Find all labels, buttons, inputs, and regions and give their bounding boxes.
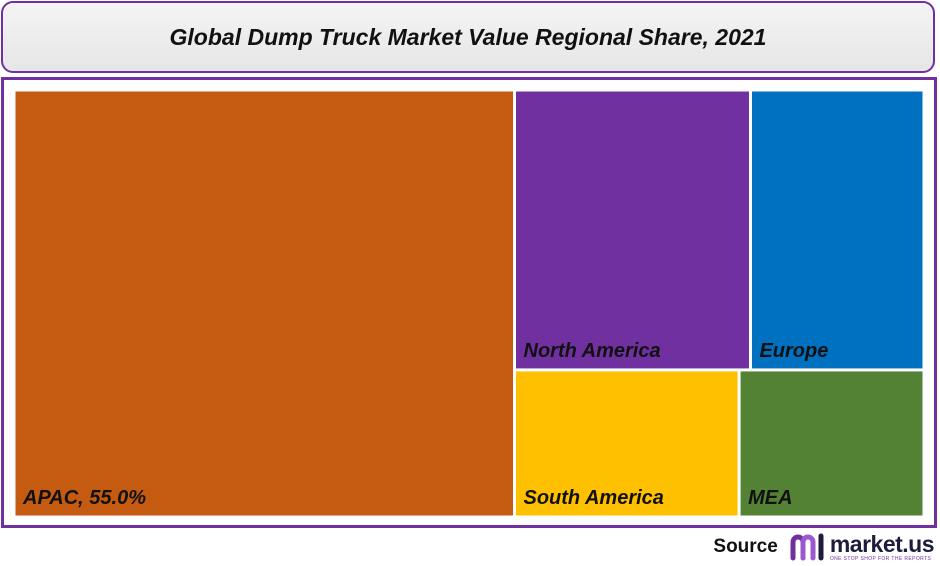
treemap-label-north-america: North America (524, 340, 661, 362)
chart-title: Global Dump Truck Market Value Regional … (169, 23, 767, 50)
market-us-logo: market.us ONE STOP SHOP FOR THE REPORTS (790, 530, 935, 562)
treemap-label-apac: APAC, 55.0% (22, 487, 146, 509)
chart-title-box: Global Dump Truck Market Value Regional … (1, 1, 935, 73)
source-row: Source market.us ONE STOP SHOP FOR THE R… (713, 530, 934, 564)
treemap-chart: APAC, 55.0% North America Europe South Amer… (15, 91, 923, 516)
source-label: Source (713, 536, 778, 557)
logo-mark-icon (790, 533, 824, 561)
chart-frame: APAC, 55.0% North America Europe South Amer… (1, 77, 937, 528)
treemap-label-south-america: South America (524, 487, 664, 509)
treemap-cell-north-america (516, 91, 749, 369)
treemap-label-mea: MEA (748, 487, 792, 509)
logo-name: market.us (829, 530, 935, 557)
treemap-cell-apac (15, 91, 513, 516)
treemap-cell-mea (740, 371, 923, 516)
treemap-label-europe: Europe (759, 340, 828, 362)
treemap-cell-south-america (516, 371, 738, 516)
treemap-cell-europe (751, 91, 923, 369)
logo-tagline: ONE STOP SHOP FOR THE REPORTS (829, 555, 932, 562)
